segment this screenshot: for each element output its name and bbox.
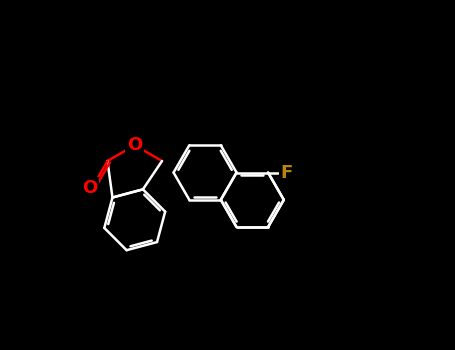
Text: O: O: [127, 136, 142, 154]
Text: F: F: [281, 163, 293, 182]
Text: O: O: [82, 179, 97, 197]
